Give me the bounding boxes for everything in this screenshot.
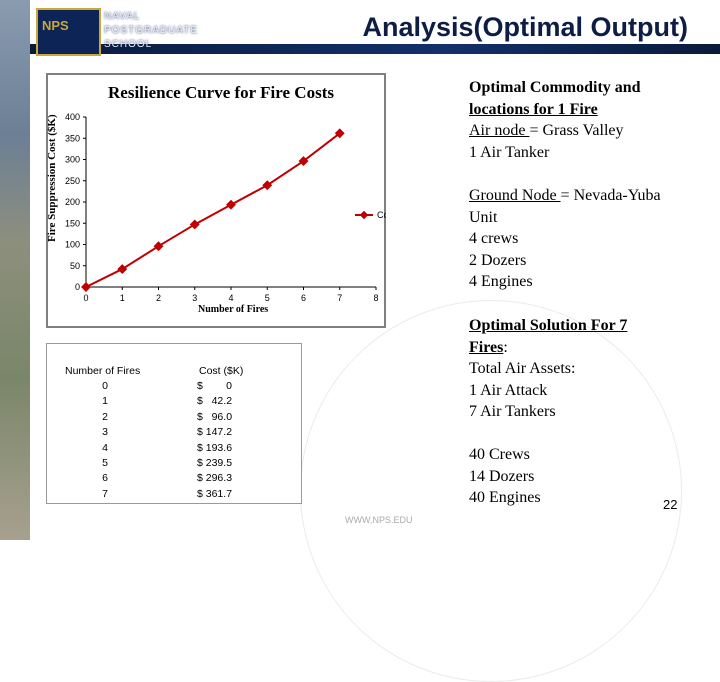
table-cell-cost: $ 96.0: [197, 410, 233, 423]
y-tick-label: 50: [70, 261, 80, 271]
table-header-cost: Cost ($K): [199, 365, 244, 377]
data-point: [226, 199, 236, 210]
school-name-line-1: NAVAL: [104, 11, 141, 22]
engines-line: 4 Engines: [469, 273, 533, 291]
optimal-solution-info: Optimal Solution For 7 Fires: Total Air …: [469, 315, 627, 423]
table-cell-cost: $ 147.2: [197, 426, 233, 439]
y-tick-label: 250: [65, 176, 80, 186]
table-cell-fires: 0: [102, 380, 108, 392]
air-node-value: = Grass Valley: [529, 122, 624, 139]
commodity-heading: Optimal Commodity and locations for 1 Fi…: [469, 77, 641, 120]
ground-unit-line: Unit: [469, 208, 498, 226]
total-engines-line: 40 Engines: [469, 489, 541, 507]
total-dozers-line: 14 Dozers: [469, 467, 535, 485]
y-tick-label: 300: [65, 155, 80, 165]
cost-column: $ 0 $ 42.2 $ 96.0 $ 147.2 $ 193.6 $ 239.5 $ 29…: [197, 379, 245, 502]
chart-title: Resilience Curve for Fire Costs: [108, 83, 334, 102]
ground-node-label: Ground Node: [469, 187, 561, 204]
y-tick-label: 0: [75, 282, 80, 292]
total-crews-line: 40 Crews: [469, 446, 530, 463]
x-tick-label: 5: [265, 293, 270, 303]
table-cell-fires: 3: [102, 426, 108, 439]
x-tick-label: 0: [83, 293, 88, 303]
x-tick-label: 8: [373, 293, 378, 303]
solution-heading-line-2: Fires:: [469, 337, 627, 359]
chart-frame: [46, 73, 386, 328]
legend-label: Cost: [377, 210, 386, 220]
nps-logo: [36, 8, 101, 56]
x-tick-label: 2: [156, 293, 161, 303]
y-tick-label: 150: [65, 218, 80, 228]
solution-heading-fires: Fires: [469, 338, 504, 356]
y-tick-label: 200: [65, 197, 80, 207]
table-cell-cost: $ 193.6: [197, 441, 233, 454]
table-cell-fires: 5: [102, 456, 108, 469]
x-tick-label: 1: [120, 293, 125, 303]
x-tick-label: 6: [301, 293, 306, 303]
commodity-heading-line-1: Optimal Commodity and: [469, 79, 641, 96]
table-cell-fires: 4: [102, 441, 108, 454]
table-cell-cost: $ 42.2: [197, 395, 233, 408]
table-cell-cost: $ 0: [197, 380, 233, 392]
table-cell-fires: 7: [102, 487, 108, 500]
campus-photo-strip: [0, 0, 30, 540]
ground-node-line: Ground Node = Nevada-Yuba: [469, 185, 661, 207]
solution-heading-colon: :: [503, 338, 508, 356]
table-cell-fires: 6: [102, 472, 108, 485]
legend-marker: [359, 210, 369, 220]
table-cell-cost: $ 296.3: [197, 472, 233, 485]
data-point: [153, 241, 164, 252]
table-cell-cost: $ 239.5: [197, 456, 233, 469]
ground-totals-info: 40 Crews 14 Dozers 40 Engines: [469, 444, 541, 509]
y-axis-label: Fire Suppression Cost ($K): [46, 114, 58, 242]
slide-title: Analysis(Optimal Output): [362, 12, 688, 42]
x-tick-label: 3: [192, 293, 197, 303]
data-point: [81, 282, 91, 292]
air-attack-line: 1 Air Attack: [469, 381, 548, 399]
school-name-line-3: SCHOOL: [104, 39, 153, 50]
air-node-line: Air node = Grass Valley: [469, 120, 623, 142]
air-tanker-line: 1 Air Tanker: [469, 143, 550, 161]
x-axis-label: Number of Fires: [198, 304, 269, 315]
air-tankers-line: 7 Air Tankers: [469, 403, 556, 421]
data-point: [117, 264, 128, 275]
table-cell-cost: $ 361.7: [197, 487, 233, 500]
total-air-assets-line: Total Air Assets:: [469, 360, 576, 378]
website-watermark: WWW.NPS.EDU: [345, 515, 413, 525]
table-cell-fires: 2: [102, 410, 108, 423]
data-point: [189, 219, 200, 230]
series-line-cost: [85, 132, 341, 288]
header-band: [30, 44, 720, 54]
x-tick-label: 4: [228, 293, 233, 303]
resilience-chart: 0 50 100 150 200 250 300 350 400 0 1 2 3 4 5 6 7 8 Cost: [65, 112, 386, 303]
nps-logo-text: NPS: [42, 18, 69, 33]
dozers-line: 2 Dozers: [469, 251, 527, 269]
y-tick-label: 100: [65, 240, 80, 250]
y-tick-label: 400: [65, 112, 80, 122]
school-name-line-2: POSTGRADUATE: [104, 25, 199, 36]
air-node-label: Air node: [469, 122, 530, 139]
solution-heading-line-1: Optimal Solution For 7: [469, 317, 628, 334]
air-node-info: Air node = Grass Valley 1 Air Tanker: [469, 120, 623, 163]
fires-column: 0 1 2 3 4 5 6 7: [85, 379, 125, 502]
table-header-fires: Number of Fires: [65, 365, 141, 377]
crews-line: 4 crews: [469, 230, 519, 248]
x-tick-label: 7: [337, 293, 342, 303]
commodity-heading-line-2: locations for 1 Fire: [469, 100, 598, 118]
school-name: NAVAL POSTGRADUATE SCHOOL: [104, 10, 224, 52]
y-tick-label: 350: [65, 133, 80, 143]
ground-node-info: Ground Node = Nevada-Yuba Unit 4 crews 2…: [469, 185, 661, 293]
page-number: 22: [663, 497, 678, 512]
table-cell-fires: 1: [102, 395, 108, 408]
ground-node-value: = Nevada-Yuba: [560, 187, 661, 204]
